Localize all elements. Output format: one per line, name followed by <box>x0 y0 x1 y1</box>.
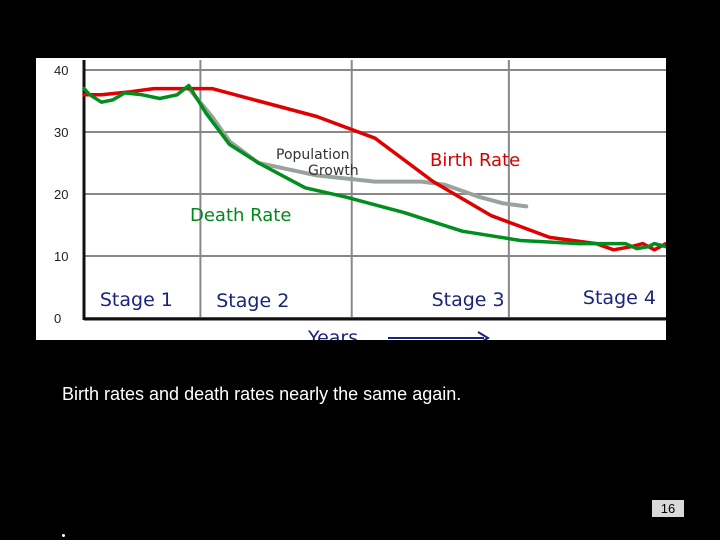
y-tick-label: 20 <box>54 187 68 202</box>
population-growth-annotation: Population <box>276 147 350 163</box>
series-lines <box>82 83 666 252</box>
population-growth-line <box>186 86 529 209</box>
y-tick-label: 40 <box>54 63 68 78</box>
birth-rate-line <box>82 86 666 252</box>
slide-caption: Birth rates and death rates nearly the s… <box>62 384 462 404</box>
grid <box>84 60 666 319</box>
birth-rate-label: Birth Rate <box>430 150 520 171</box>
stage-label: Stage 3 <box>432 289 505 311</box>
chart-panel: 0 10 20 30 40 Birth Rate Death Rate Population… <box>36 58 666 340</box>
y-tick-label: 10 <box>54 249 68 264</box>
x-axis-title: Years <box>307 327 358 340</box>
stage-label: Stage 1 <box>100 289 173 311</box>
page-number-badge: 16 <box>652 500 684 517</box>
y-tick-label: 0 <box>54 311 61 326</box>
death-rate-label: Death Rate <box>190 205 291 226</box>
axes: 0 10 20 30 40 <box>54 60 666 326</box>
stage-label: Stage 4 <box>583 287 656 309</box>
stage-label: Stage 2 <box>216 290 289 312</box>
x-axis-arrowhead <box>477 331 490 340</box>
y-tick-label: 30 <box>54 125 68 140</box>
death-rate-line <box>82 83 666 251</box>
bullet-dot <box>62 534 65 537</box>
demographic-transition-chart: 0 10 20 30 40 Birth Rate Death Rate Population… <box>54 60 666 340</box>
population-growth-annotation: Growth <box>308 163 359 179</box>
